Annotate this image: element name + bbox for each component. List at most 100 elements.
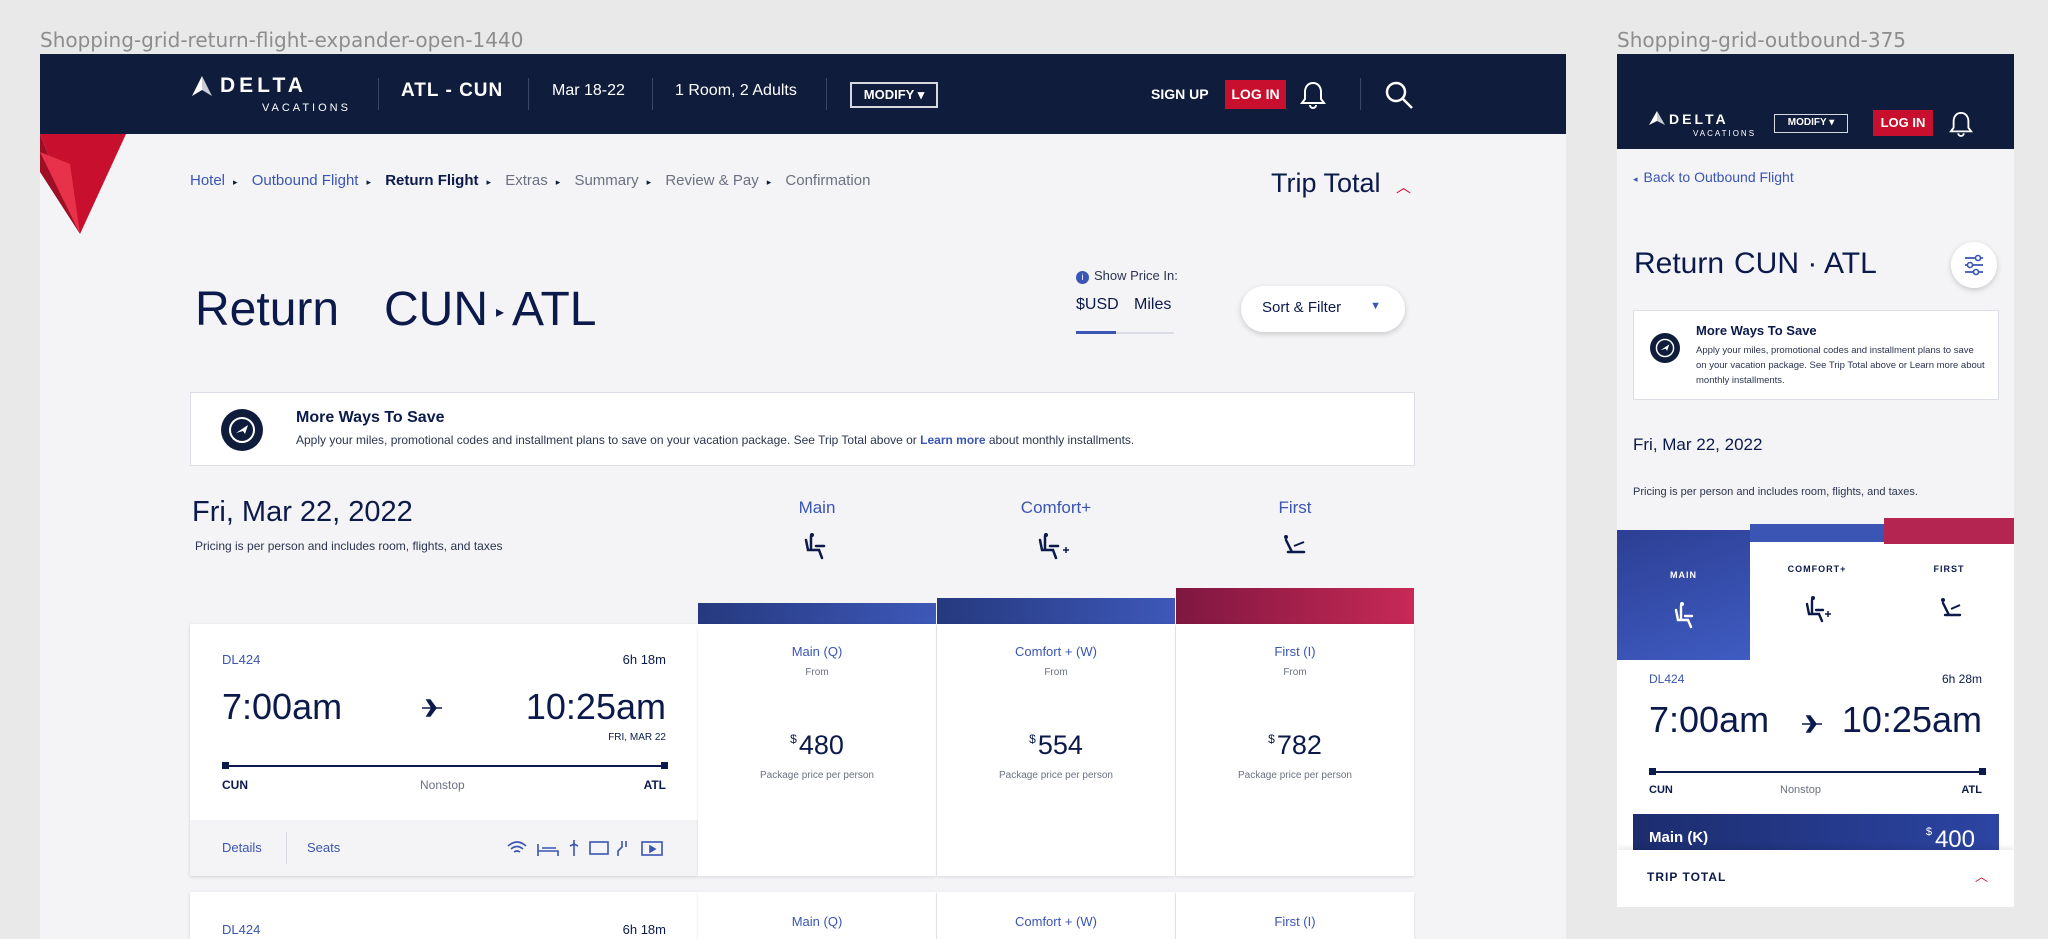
cabin-tab-label: MAIN	[1670, 570, 1697, 580]
chevron-up-icon[interactable]: ︿	[1974, 869, 1988, 884]
fare-name: Main (Q)	[791, 644, 843, 659]
screen-icon	[589, 841, 609, 855]
fare-from: From	[805, 667, 829, 678]
delta-widget-icon	[1649, 111, 1665, 125]
origin-code: CUN	[222, 778, 248, 792]
caret-down-icon: ▼	[1370, 300, 1381, 312]
entertainment-icon	[641, 841, 663, 856]
pricing-note: Pricing is per person and includes room,…	[1633, 486, 1918, 498]
fare-cell-main[interactable]: Main (Q) From $480 Package price per per…	[698, 624, 936, 876]
fare-cell-first[interactable]: First (I) From $782 Package price per pe…	[1176, 624, 1414, 876]
currency-usd-tab[interactable]: $USD	[1076, 296, 1119, 313]
crumb-return-flight: Return Flight	[385, 172, 479, 189]
info-icon[interactable]: i	[1076, 271, 1089, 284]
usb-icon	[569, 840, 579, 856]
fare-name: Main (K)	[1649, 829, 1709, 846]
crumb-separator-icon: ▸	[366, 177, 372, 187]
route-line	[222, 762, 668, 769]
crumb-separator-icon: ▸	[766, 177, 772, 187]
crumb-outbound-flight[interactable]: Outbound Flight	[251, 172, 359, 189]
modify-button[interactable]: MODIFY ▾	[1774, 114, 1848, 133]
chevron-up-icon[interactable]: ︿	[1396, 179, 1412, 196]
plane-icon	[1802, 715, 1822, 733]
delta-widget-icon	[192, 76, 212, 96]
cabin-tab-first[interactable]: FIRST	[1884, 518, 2014, 660]
sort-filter-button[interactable]: Sort & Filter ▼	[1241, 286, 1405, 332]
sign-up-link[interactable]: SIGN UP	[1151, 86, 1209, 102]
bell-icon[interactable]	[1300, 80, 1326, 110]
log-in-button[interactable]: LOG IN	[1873, 110, 1933, 136]
route-origin: CUN	[384, 283, 488, 336]
frame-label-mobile: Shopping-grid-outbound-375	[1617, 28, 1907, 52]
fare-price: $554	[937, 730, 1175, 761]
route-line	[1649, 768, 1986, 775]
destination-code: ATL	[643, 778, 666, 792]
crumb-separator-icon: ▸	[233, 177, 238, 187]
back-link[interactable]: ◂ Back to Outbound Flight	[1633, 169, 1794, 185]
fare-name: First (I)	[1274, 914, 1316, 929]
currency-miles-tab[interactable]: Miles	[1134, 296, 1172, 313]
plane-icon	[422, 699, 442, 717]
cabin-tab-comfort[interactable]: COMFORT+	[1750, 524, 1884, 660]
seats-link[interactable]: Seats	[307, 840, 341, 855]
flight-duration: 6h 18m	[622, 922, 666, 937]
filter-icon[interactable]	[1951, 242, 1997, 288]
fare-amount: 480	[798, 730, 844, 760]
crumb-hotel[interactable]: Hotel	[190, 172, 226, 189]
wifi-icon	[507, 841, 527, 853]
currency-symbol: $	[1029, 732, 1036, 746]
flight-card[interactable]: DL424 6h 18m 7:00am 10:25am FRI, MAR 22 …	[190, 624, 698, 876]
logo-wordmark: DELTA	[220, 74, 307, 97]
arrive-time: 10:25am	[1841, 699, 1982, 740]
logo-wordmark: DELTA	[1669, 111, 1729, 127]
nav-divider	[652, 78, 653, 110]
fare-cell-first[interactable]: First (I)	[1176, 892, 1414, 939]
crumb-confirmation: Confirmation	[785, 172, 871, 189]
destination-code: ATL	[1961, 784, 1982, 796]
learn-more-link[interactable]: Learn more	[920, 433, 986, 447]
arrive-date: FRI, MAR 22	[608, 732, 666, 743]
more-ways-text-before: Apply your miles, promotional codes and …	[296, 433, 921, 447]
logo-subtitle: VACATIONS	[262, 102, 351, 114]
fare-cell-comfort[interactable]: Comfort + (W)	[937, 892, 1175, 939]
bell-icon[interactable]	[1949, 110, 1973, 138]
stops-label: Nonstop	[420, 778, 465, 792]
fare-from: From	[1283, 667, 1307, 678]
crumb-separator-icon: ▸	[646, 177, 652, 187]
main-cabin-band	[698, 603, 936, 624]
more-ways-text-after: about monthly installments.	[985, 433, 1135, 447]
fare-from: From	[1044, 667, 1068, 678]
more-ways-to-save-banner: More Ways To Save Apply your miles, prom…	[190, 392, 1415, 466]
currency-tab-underline	[1076, 331, 1174, 334]
pricing-note: Pricing is per person and includes room,…	[195, 539, 503, 553]
power-icon	[617, 841, 627, 856]
more-ways-title: More Ways To Save	[296, 409, 445, 426]
trip-total-bar[interactable]: TRIP TOTAL ︿	[1617, 850, 2014, 907]
seat-plus-icon	[1038, 533, 1069, 560]
fare-amount: 554	[1037, 730, 1083, 760]
flight-duration: 6h 28m	[1941, 672, 1982, 686]
flat-seat-icon	[1941, 598, 1962, 617]
trip-total-toggle[interactable]: Trip Total	[1271, 168, 1381, 198]
first-cabin-band	[1176, 588, 1414, 624]
flight-card[interactable]: DL424 6h 18m	[190, 892, 698, 939]
details-link[interactable]: Details	[222, 840, 262, 855]
cabin-tab-main[interactable]: MAIN	[1617, 530, 1750, 660]
nav-divider	[826, 78, 827, 110]
log-in-button[interactable]: LOG IN	[1225, 80, 1286, 109]
fare-cell-main[interactable]: Main (Q)	[698, 892, 936, 939]
date-heading: Fri, Mar 22, 2022	[1633, 435, 1763, 454]
fare-description: Package price per person	[999, 770, 1113, 781]
delta-widget-decor	[40, 134, 126, 234]
fare-cell-comfort[interactable]: Comfort + (W) From $554 Package price pe…	[937, 624, 1175, 876]
more-ways-to-save-banner: More Ways To Save Apply your miles, prom…	[1633, 310, 1999, 400]
more-ways-title: More Ways To Save	[1696, 323, 1817, 338]
breadcrumb: Hotel ▸ Outbound Flight ▸ Return Flight ▸ E…	[190, 172, 878, 189]
nav-route: ATL - CUN	[401, 80, 504, 101]
crumb-review-pay: Review & Pay	[665, 172, 759, 189]
search-icon[interactable]	[1384, 80, 1414, 110]
flight-number: DL424	[222, 652, 261, 667]
modify-button[interactable]: MODIFY ▾	[850, 82, 938, 108]
flight-number: DL424	[222, 922, 261, 937]
fare-amount: 400	[1934, 826, 1975, 853]
